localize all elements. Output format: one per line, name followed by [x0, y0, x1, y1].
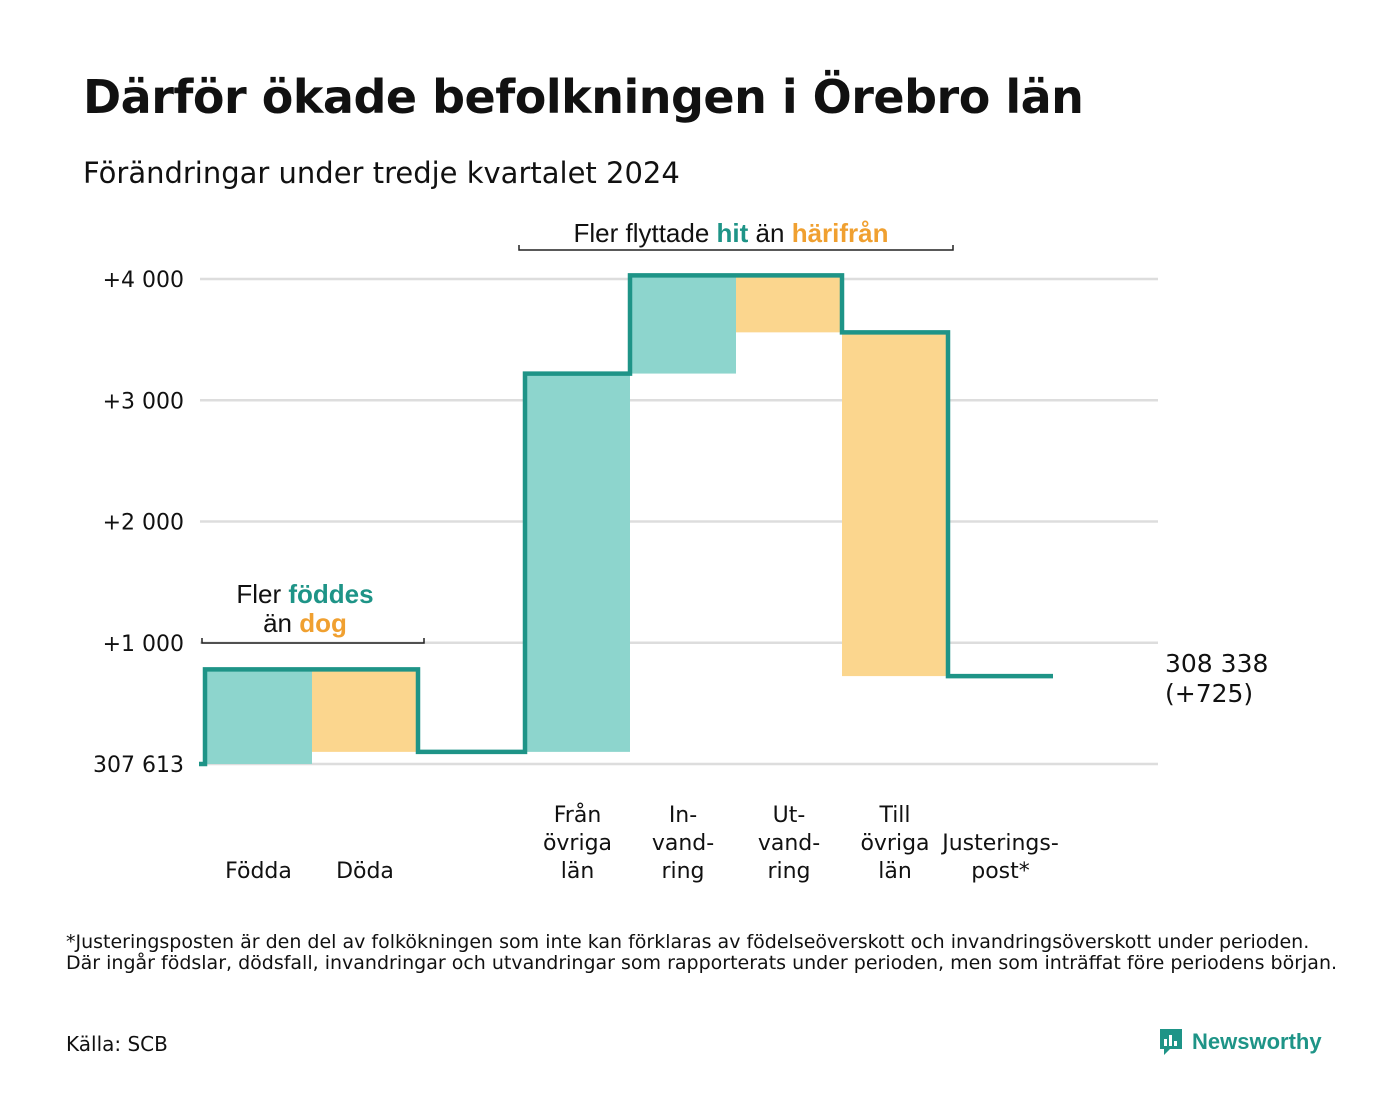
- bars: [205, 275, 948, 764]
- gridlines: [200, 277, 1158, 766]
- bar-chart-speech-bubble-icon: [1160, 1029, 1182, 1055]
- category-label: Justerings-: [940, 831, 1059, 856]
- inflow-bar: [525, 373, 630, 752]
- y-tick-label: +1 000: [103, 632, 184, 657]
- annotation-part: Fler: [236, 579, 288, 609]
- category-label: Döda: [336, 859, 394, 884]
- category-label: övriga: [543, 831, 612, 856]
- category-labels: Födda Döda Från övriga län In-vand-ring Ut-van…: [225, 802, 1059, 884]
- category-label: Ut-: [773, 803, 806, 828]
- annotation-text: än dog: [263, 608, 347, 638]
- y-axis-ticks: 307 613 +1 000 +2 000 +3 000 +4 000: [93, 268, 184, 778]
- y-tick-label: +2 000: [103, 511, 184, 536]
- y-tick-label: +4 000: [103, 268, 184, 293]
- brand-logo[interactable]: Newsworthy: [1158, 1027, 1322, 1057]
- annotation-text: Fler föddes: [236, 579, 373, 609]
- brand-name: Newsworthy: [1192, 1029, 1322, 1054]
- waterfall-chart: 307 613 +1 000 +2 000 +3 000 +4 000 Födda Död…: [93, 218, 1268, 884]
- chart-subtitle: Förändringar under tredje kvartalet 2024: [83, 156, 680, 190]
- category-label: ring: [661, 859, 704, 884]
- annotation-part: föddes: [288, 579, 373, 609]
- outflow-bar: [736, 275, 842, 333]
- y-tick-label: 307 613: [93, 753, 184, 778]
- source-note: Källa: SCB: [66, 1032, 168, 1056]
- annotation-part: än: [263, 608, 299, 638]
- category-label: Födda: [225, 859, 292, 884]
- end-value-label: (+725): [1165, 679, 1253, 708]
- annotation-text: Fler flyttade hit än härifrån: [573, 218, 888, 248]
- cumulative-step-line: [199, 273, 1053, 767]
- outflow-bar: [842, 332, 948, 677]
- inflow-bar: [630, 275, 736, 374]
- category-label: Från: [554, 802, 602, 828]
- end-value-label: 308 338: [1165, 649, 1268, 678]
- category-label: Till: [878, 803, 910, 828]
- annotation-part: dog: [299, 608, 347, 638]
- step-line: [199, 273, 1053, 767]
- footnote: *Justeringsposten är den del av folkökni…: [66, 931, 1338, 974]
- chart-title: Därför ökade befolkningen i Örebro län: [83, 70, 1084, 124]
- annotation-bracket: [518, 245, 954, 251]
- y-tick-label: +3 000: [103, 389, 184, 414]
- end-value-label: 308 338(+725): [1165, 649, 1268, 708]
- category-label: län: [561, 859, 595, 884]
- category-label: övriga: [860, 831, 929, 856]
- category-label: vand-: [652, 831, 714, 856]
- category-label: In-: [669, 803, 697, 828]
- annotation-part: Fler flyttade: [573, 218, 716, 248]
- annotation-part: än: [748, 218, 791, 248]
- category-label: ring: [767, 859, 810, 884]
- category-label: vand-: [758, 831, 820, 856]
- inflow-bar: [205, 669, 312, 764]
- annotation-bracket: [201, 638, 425, 644]
- category-label: post*: [971, 859, 1030, 884]
- annotation-part: hit: [717, 218, 749, 248]
- outflow-bar: [312, 669, 418, 752]
- annotation-part: härifrån: [792, 218, 889, 248]
- category-label: län: [878, 859, 912, 884]
